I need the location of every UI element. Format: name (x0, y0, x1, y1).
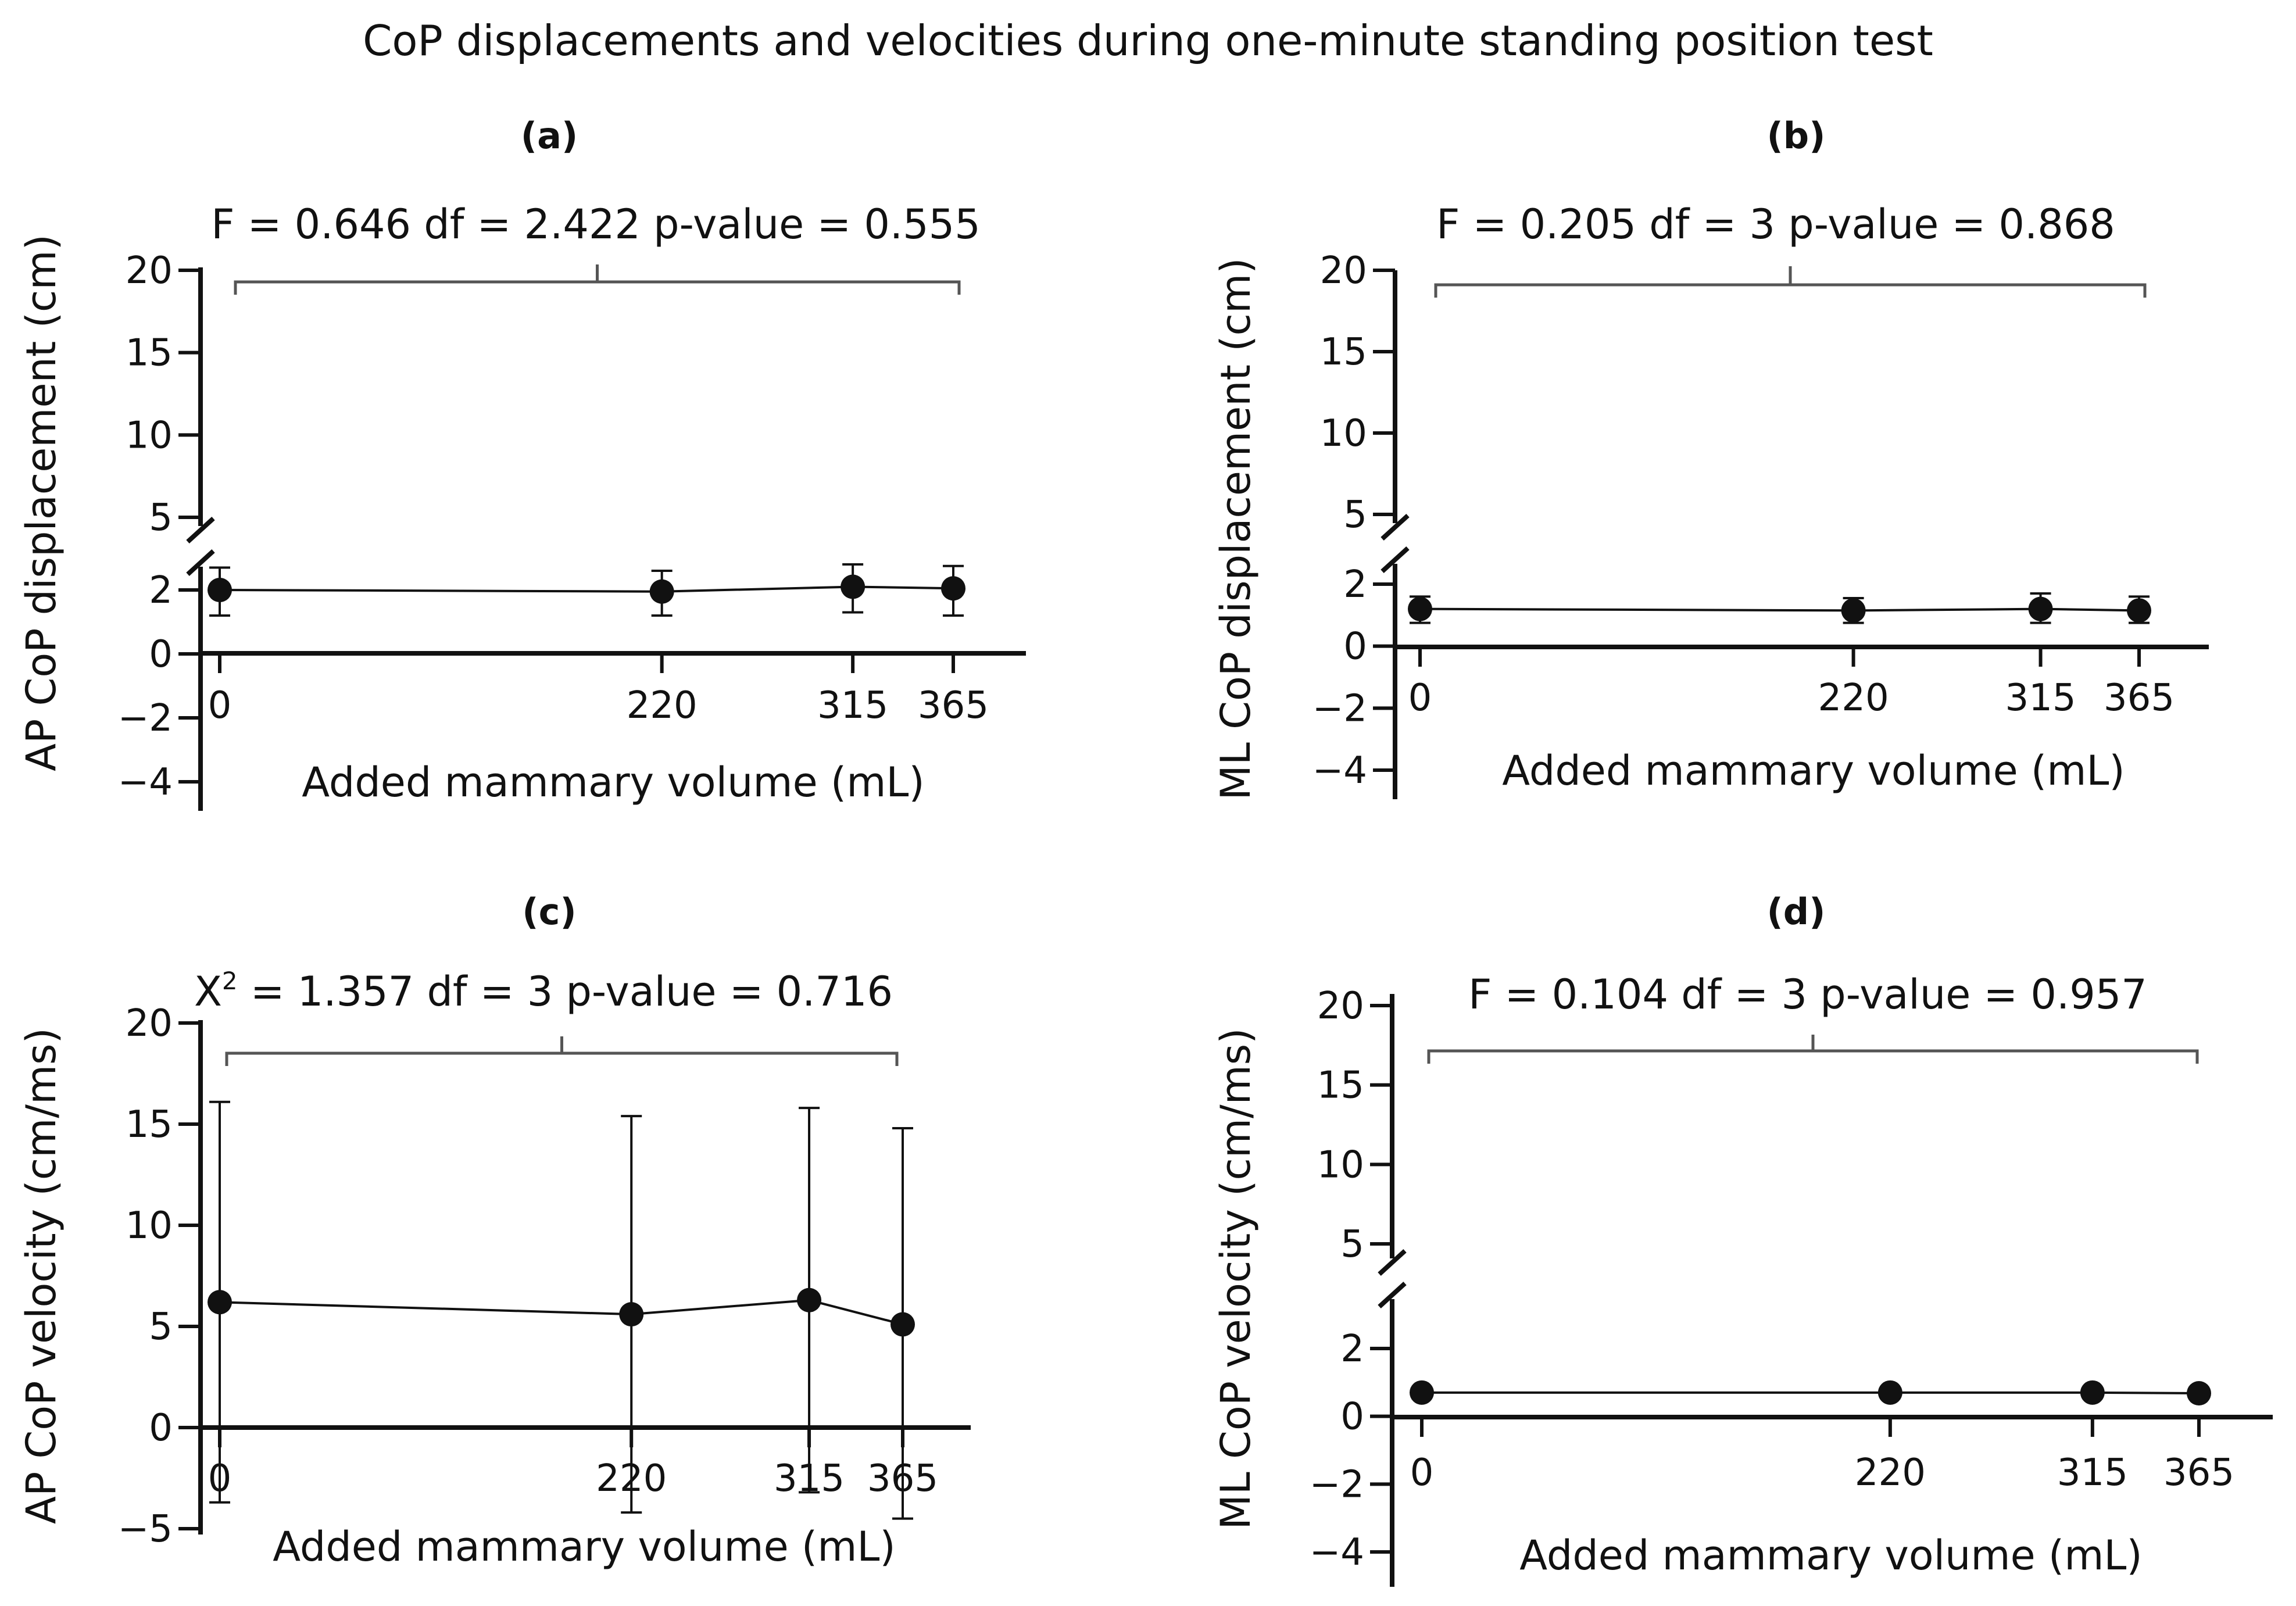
stat-bracket (234, 280, 961, 295)
x-tick-label: 365 (2163, 1451, 2234, 1494)
y-tick-label: 2 (149, 569, 173, 612)
y-tick-label: 10 (1317, 1143, 1364, 1186)
data-point (841, 574, 866, 599)
panel-label: (d) (1766, 890, 1825, 933)
x-axis-label: Added mammary volume (mL) (1519, 1532, 2142, 1579)
stat-bracket (225, 1051, 899, 1066)
data-point (208, 578, 232, 602)
data-point (890, 1312, 915, 1337)
axis-break-mark (186, 549, 215, 576)
y-tick-label: −4 (1310, 1531, 1364, 1574)
panel-label: (b) (1766, 115, 1825, 157)
x-tick-label: 315 (2057, 1451, 2128, 1494)
axis-break-mark (1378, 1249, 1407, 1276)
data-point (1841, 598, 1866, 623)
y-axis-label: ML CoP velocity (cm/ms) (1212, 1028, 1260, 1529)
y-tick-label: 5 (1340, 1223, 1364, 1266)
x-tick-label: 0 (208, 684, 232, 727)
y-tick-label: 5 (149, 496, 173, 539)
y-tick-label: 20 (126, 249, 173, 292)
y-tick-label: 20 (126, 1002, 173, 1045)
x-tick-label: 220 (1855, 1451, 1926, 1494)
y-tick-label: −2 (1310, 1463, 1364, 1506)
y-tick-label: 10 (126, 414, 173, 457)
series-line (1419, 607, 2140, 612)
y-axis-label: AP CoP displacement (cm) (17, 234, 65, 771)
x-tick-label: 315 (817, 684, 888, 727)
y-tick-label: 15 (1317, 1064, 1364, 1107)
y-tick-label: 15 (1320, 331, 1367, 374)
figure-title: CoP displacements and velocities during … (363, 16, 1933, 65)
stat-bracket (1427, 1049, 2199, 1064)
y-tick-label: 2 (1343, 563, 1367, 606)
y-tick-label: 5 (149, 1305, 173, 1349)
x-tick-label: 0 (1410, 1451, 1434, 1494)
axis-break-mark (186, 517, 215, 543)
axis-break-mark (1378, 1282, 1407, 1308)
stat-bracket (1434, 283, 2147, 298)
y-tick-label: −5 (118, 1508, 173, 1551)
data-point (1410, 1380, 1434, 1405)
x-axis-label: Added mammary volume (mL) (1502, 747, 2125, 795)
axis-break-mark (1381, 546, 1410, 573)
series-line (219, 1299, 903, 1326)
x-tick-label: 220 (627, 684, 698, 727)
x-tick-label: 0 (1408, 677, 1432, 720)
y-tick-label: 15 (126, 332, 173, 375)
data-point (1408, 596, 1432, 621)
x-tick-label: 220 (1818, 677, 1889, 720)
data-point (2187, 1381, 2211, 1405)
x-tick-label: 315 (2005, 677, 2076, 720)
y-tick-label: 2 (1340, 1328, 1364, 1371)
x-tick-label: 365 (918, 684, 989, 727)
x-tick-label: 365 (2104, 677, 2175, 720)
y-tick-label: 0 (1343, 625, 1367, 668)
series-line (219, 585, 954, 593)
y-tick-label: −4 (1312, 749, 1367, 792)
panel-label: (c) (522, 890, 576, 933)
y-tick-label: 0 (149, 1407, 173, 1450)
axis-break-mark (1381, 514, 1410, 541)
y-axis-label: AP CoP velocity (cm/ms) (17, 1028, 65, 1524)
y-tick-label: 20 (1317, 985, 1364, 1028)
y-axis-label: ML CoP displacement (cm) (1212, 257, 1260, 800)
y-tick-label: 15 (126, 1103, 173, 1146)
stat-label: X2 = 1.357 df = 3 p-value = 0.716 (194, 967, 893, 1015)
x-axis-label: Added mammary volume (mL) (302, 759, 924, 806)
y-tick-label: 10 (126, 1204, 173, 1247)
y-tick-label: 5 (1343, 493, 1367, 536)
data-point (2127, 598, 2151, 623)
stat-label: F = 0.646 df = 2.422 p-value = 0.555 (211, 201, 981, 248)
data-point (2080, 1380, 2105, 1405)
data-point (208, 1290, 232, 1315)
y-tick-label: 0 (1340, 1396, 1364, 1439)
data-point (1877, 1380, 1902, 1405)
y-tick-label: 0 (149, 633, 173, 676)
data-point (619, 1302, 644, 1327)
panel-label: (a) (521, 115, 578, 157)
data-point (941, 576, 965, 601)
y-tick-label: −2 (118, 697, 173, 740)
y-tick-label: 10 (1320, 412, 1367, 455)
stat-label: F = 0.104 df = 3 p-value = 0.957 (1468, 971, 2147, 1018)
x-axis-label: Added mammary volume (mL) (273, 1523, 895, 1571)
y-tick-label: 20 (1320, 249, 1367, 292)
data-point (797, 1287, 822, 1312)
data-point (2028, 596, 2053, 621)
stat-label: F = 0.205 df = 3 p-value = 0.868 (1436, 201, 2115, 248)
y-tick-label: −2 (1312, 687, 1367, 730)
y-tick-label: −4 (118, 761, 173, 804)
data-point (649, 579, 674, 604)
